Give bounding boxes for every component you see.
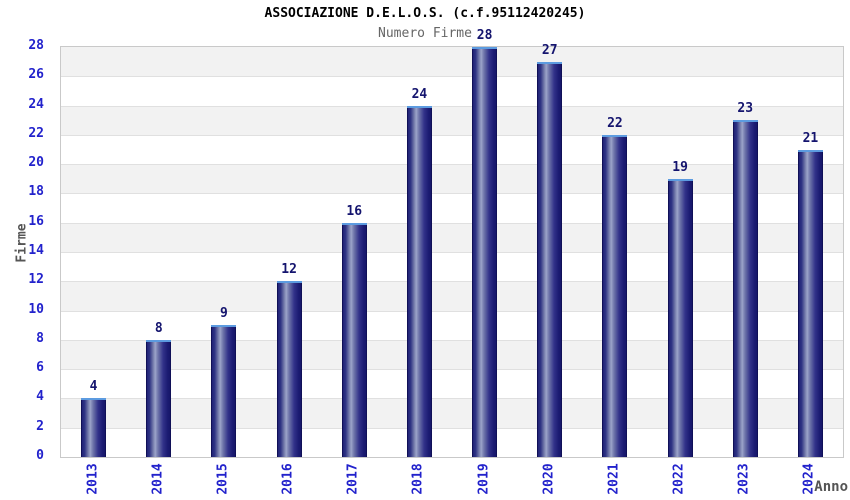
gridline <box>61 105 843 107</box>
bar-2024 <box>797 149 823 457</box>
bar-value-label: 4 <box>89 379 98 395</box>
gridline <box>61 427 843 429</box>
bar-2021 <box>602 134 628 457</box>
gridline <box>61 76 843 78</box>
bar-2014 <box>146 339 172 457</box>
bar-value-label: 23 <box>737 101 754 117</box>
x-tick-label: 2023 <box>736 463 752 495</box>
y-tick-label: 0 <box>36 448 44 463</box>
bar-value-label: 8 <box>154 320 163 336</box>
bar-2016 <box>276 281 302 457</box>
bar-2019 <box>472 47 498 457</box>
gridline <box>61 193 843 195</box>
grid-band <box>61 222 843 252</box>
y-tick-label: 12 <box>28 272 44 288</box>
x-tick-label: 2015 <box>215 463 231 495</box>
gridline <box>61 398 843 400</box>
gridline <box>61 310 843 312</box>
y-tick-label: 24 <box>28 96 44 112</box>
bar-value-label: 12 <box>281 262 297 278</box>
gridline <box>61 281 843 283</box>
x-tick-label: 2019 <box>476 463 492 495</box>
gridline <box>61 164 843 166</box>
y-tick-label: 20 <box>28 155 44 171</box>
x-tick-label: 2014 <box>150 463 166 495</box>
bar-2013 <box>81 398 107 457</box>
grid-band <box>61 398 843 428</box>
x-tick-label: 2017 <box>345 463 361 495</box>
grid-band <box>61 164 843 194</box>
bar-value-label: 28 <box>476 28 493 43</box>
grid-band <box>61 76 843 106</box>
x-tick-label: 2016 <box>280 463 296 495</box>
x-tick-label: 2020 <box>541 463 557 495</box>
gridline <box>61 134 843 136</box>
grid-band <box>61 339 843 370</box>
grid-band <box>61 427 843 457</box>
y-tick-label: 6 <box>36 360 44 376</box>
gridline <box>61 369 843 371</box>
y-tick-label: 26 <box>28 67 44 83</box>
grid-band <box>61 252 843 282</box>
bar-value-label: 22 <box>607 115 623 131</box>
y-tick-label: 2 <box>36 418 44 434</box>
y-tick-label: 18 <box>28 184 44 200</box>
bar-2015 <box>211 325 237 457</box>
bar-value-label: 9 <box>219 306 228 322</box>
grid-band <box>61 369 843 399</box>
x-tick-label: 2018 <box>410 463 426 495</box>
grid-band <box>61 47 843 77</box>
bar-2022 <box>667 178 693 457</box>
grid-band <box>61 105 843 135</box>
y-tick-label: 16 <box>28 213 44 229</box>
chart-title: ASSOCIAZIONE D.E.L.O.S. (c.f.95112420245… <box>264 6 586 21</box>
x-axis-title: Anno <box>814 479 848 495</box>
plot-area: 4 8 9 12 16 24 28 27 22 19 23 21 <box>60 29 844 458</box>
y-tick-label: 22 <box>28 125 44 141</box>
x-tick-label: 2013 <box>85 463 101 495</box>
bar-value-label: 24 <box>411 86 428 102</box>
bar-2023 <box>732 120 758 457</box>
grid-band <box>61 310 843 340</box>
y-tick-label: 8 <box>36 330 44 346</box>
gridline <box>61 252 843 253</box>
bar-2017 <box>341 222 367 457</box>
bar-2018 <box>406 105 432 457</box>
x-tick-label: 2021 <box>606 463 622 495</box>
grid-band <box>61 193 843 223</box>
bar-value-label: 16 <box>346 203 363 219</box>
y-tick-label: 4 <box>36 389 44 405</box>
y-tick-label: 14 <box>28 243 44 258</box>
grid-band <box>61 134 843 165</box>
y-tick-label: 28 <box>28 38 44 53</box>
chart-subtitle: Numero Firme <box>378 26 472 41</box>
bar-2020 <box>537 61 563 457</box>
gridline <box>61 339 843 341</box>
bar-value-label: 27 <box>541 42 558 58</box>
bar-value-label: 21 <box>802 130 819 146</box>
bar-value-label: 19 <box>672 159 688 175</box>
x-tick-label: 2022 <box>671 463 687 495</box>
y-tick-label: 10 <box>28 301 44 317</box>
grid-band <box>61 281 843 311</box>
gridline <box>61 222 843 224</box>
